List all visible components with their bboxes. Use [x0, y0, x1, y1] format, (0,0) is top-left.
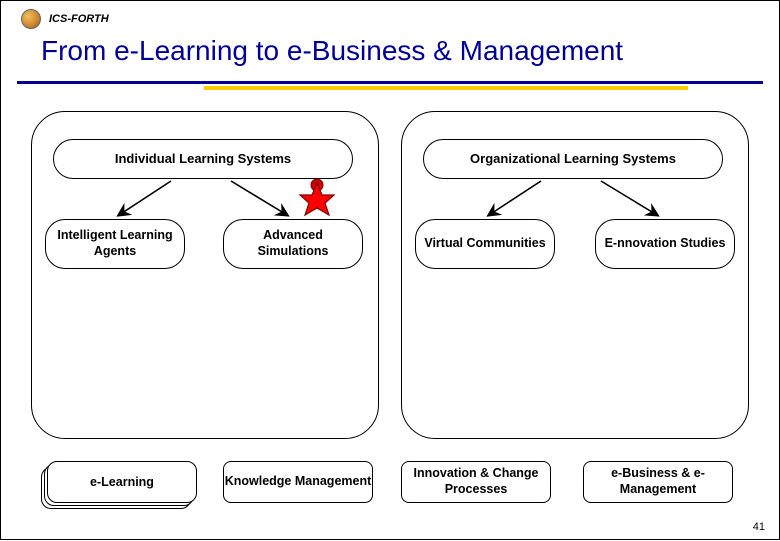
org-label: ICS-FORTH [49, 13, 109, 25]
box-ennovation-studies: E-nnovation Studies [595, 219, 735, 269]
header: ICS-FORTH [21, 9, 109, 29]
box-individual-heading: Individual Learning Systems [53, 139, 353, 179]
underline-yellow [204, 86, 689, 90]
innovation-change-label: Innovation & Change Processes [402, 466, 550, 497]
ebusiness-emanagement-label: e-Business & e-Management [584, 466, 732, 497]
virtual-communities-label: Virtual Communities [424, 236, 545, 252]
box-organizational-heading: Organizational Learning Systems [423, 139, 723, 179]
slide: ICS-FORTH From e-Learning to e-Business … [0, 0, 780, 540]
box-advanced-simulations: Advanced Simulations [223, 219, 363, 269]
ennovation-studies-label: E-nnovation Studies [605, 236, 726, 252]
box-innovation-change: Innovation & Change Processes [401, 461, 551, 503]
elearning-label: e-Learning [90, 475, 154, 489]
box-knowledge-management: Knowledge Management [223, 461, 373, 503]
title-underline [17, 81, 763, 90]
org-logo-icon [21, 9, 41, 29]
intelligent-agents-label: Intelligent Learning Agents [54, 228, 176, 259]
box-intelligent-agents: Intelligent Learning Agents [45, 219, 185, 269]
box-virtual-communities: Virtual Communities [415, 219, 555, 269]
individual-heading-label: Individual Learning Systems [115, 151, 291, 167]
advanced-simulations-label: Advanced Simulations [232, 228, 354, 259]
box-elearning-stack: e-Learning [47, 461, 197, 503]
page-number: 41 [753, 521, 765, 533]
knowledge-management-label: Knowledge Management [225, 474, 372, 490]
underline-blue [17, 81, 763, 84]
slide-title: From e-Learning to e-Business & Manageme… [41, 35, 623, 67]
stack-layer-1: e-Learning [47, 461, 197, 503]
organizational-heading-label: Organizational Learning Systems [470, 151, 676, 167]
box-ebusiness-emanagement: e-Business & e-Management [583, 461, 733, 503]
